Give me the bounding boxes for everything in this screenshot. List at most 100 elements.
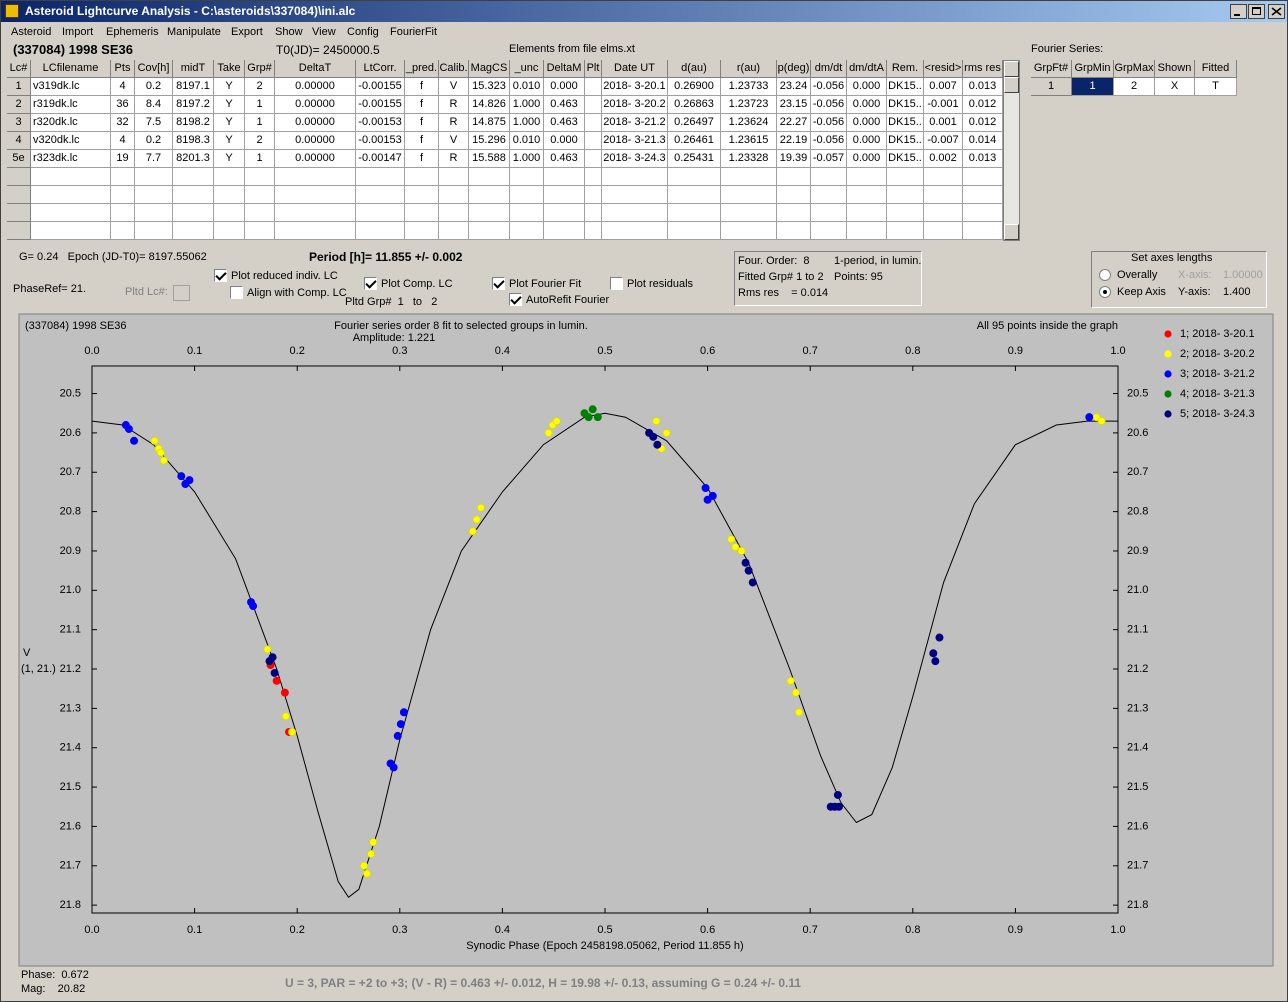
table-cell: 1.000 [510,150,544,168]
row-header[interactable] [7,222,31,240]
menu-item[interactable]: Show [275,26,303,38]
menu-item[interactable]: Ephemeris [106,26,159,38]
table-cell: v319dk.lc [31,78,111,96]
table-cell [668,168,721,186]
x-tick-label: 1.0 [1110,924,1125,936]
x-tick-label-top: 0.2 [290,345,305,357]
column-header: DeltaM [544,60,585,78]
table-cell: V [439,132,469,150]
row-header[interactable] [7,204,31,222]
radio[interactable] [1099,286,1111,298]
table-cell: 23.24 [777,78,811,96]
row-header[interactable] [7,168,31,186]
lc-spinner[interactable] [173,285,190,301]
checkbox[interactable] [214,269,227,282]
table-cell [887,168,924,186]
table-cell: 15.296 [469,132,510,150]
table-cell: R [439,114,469,132]
table-cell [173,168,214,186]
column-header: _pred. [405,60,439,78]
table-cell: 2018- 3-20.1 [602,78,668,96]
table-cell [963,204,1003,222]
fit-info: 1-period, in lumin. [834,255,922,267]
x-tick-label: 0.3 [392,924,407,936]
row-header[interactable]: 5e [7,150,31,168]
checkbox[interactable] [610,277,623,290]
data-point [652,417,661,426]
table-cell [275,186,356,204]
checkbox-label: Align with Comp. LC [247,287,347,299]
data-point [367,849,376,858]
elements-label: Elements from file elms.xt [509,43,635,55]
table-scrollbar[interactable] [1003,60,1020,241]
data-point [791,688,800,697]
scroll-thumb[interactable] [1004,77,1019,93]
menu-item[interactable]: Manipulate [167,26,221,38]
data-point [544,428,553,437]
scroll-down[interactable] [1004,224,1019,240]
table-cell: DK15.. [887,78,924,96]
y-tick-label-right: 20.7 [1127,466,1148,478]
table-cell [214,186,245,204]
summary: U = 3, PAR = +2 to +3; (V - R) = 0.463 +… [285,976,802,990]
checkbox[interactable] [364,277,377,290]
y-tick-label: 21.3 [60,702,81,714]
column-header: Date UT [602,60,668,78]
table-cell: 2018- 3-20.2 [602,96,668,114]
table-cell [585,96,602,114]
window-buttons[interactable] [1230,4,1286,20]
table-cell: DK15.. [887,132,924,150]
menu-item[interactable]: Import [62,26,94,38]
table-cell [214,222,245,240]
table-cell: 0.007 [924,78,963,96]
menu-item[interactable]: FourierFit [390,26,438,38]
checkbox[interactable] [230,286,243,299]
radio[interactable] [1099,269,1111,281]
data-point [150,436,159,445]
menu-item[interactable]: View [312,26,336,38]
object-label: (337084) 1998 SE36 [25,320,127,332]
legend-marker [1164,370,1172,378]
y-tick-label-right: 21.0 [1127,584,1148,596]
table-cell [811,222,847,240]
menu-item[interactable]: Export [231,26,263,38]
data-point [794,708,803,717]
data-point [177,472,186,481]
menu-item[interactable]: Config [347,26,379,38]
table-cell [111,186,135,204]
table-cell: 23.15 [777,96,811,114]
table-cell [173,222,214,240]
y-tick-label: 20.9 [60,545,81,557]
table-cell: 7.5 [135,114,173,132]
table-cell [173,204,214,222]
row-header[interactable]: 1 [7,78,31,96]
row-header[interactable] [7,186,31,204]
legend-marker [1164,410,1172,418]
row-header[interactable]: 3 [7,114,31,132]
checkbox[interactable] [492,277,505,290]
table-cell: 22.19 [777,132,811,150]
legend-label: 3; 2018- 3-21.2 [1180,368,1255,380]
table-cell: f [405,114,439,132]
x-tick-label: 0.7 [803,924,818,936]
table-cell [469,186,510,204]
fit-info: Fitted Grp# 1 to 2 [738,271,824,283]
column-header: r(au) [721,60,777,78]
data-point [708,491,717,500]
row-header[interactable]: 4 [7,132,31,150]
data-point [270,668,279,677]
table-cell: 19.39 [777,150,811,168]
table-cell: 0.00000 [275,150,356,168]
cursor-mag: Mag: 20.82 [21,983,86,995]
y-tick-label-right: 21.2 [1127,663,1148,675]
scroll-up[interactable] [1004,61,1019,77]
row-header[interactable]: 2 [7,96,31,114]
y-axis-label: V [23,647,31,659]
table-cell: v320dk.lc [31,132,111,150]
table-cell [356,168,405,186]
table-cell [602,168,668,186]
data-point [653,440,662,449]
menu-item[interactable]: Asteroid [11,26,52,38]
checkbox[interactable] [509,293,522,306]
